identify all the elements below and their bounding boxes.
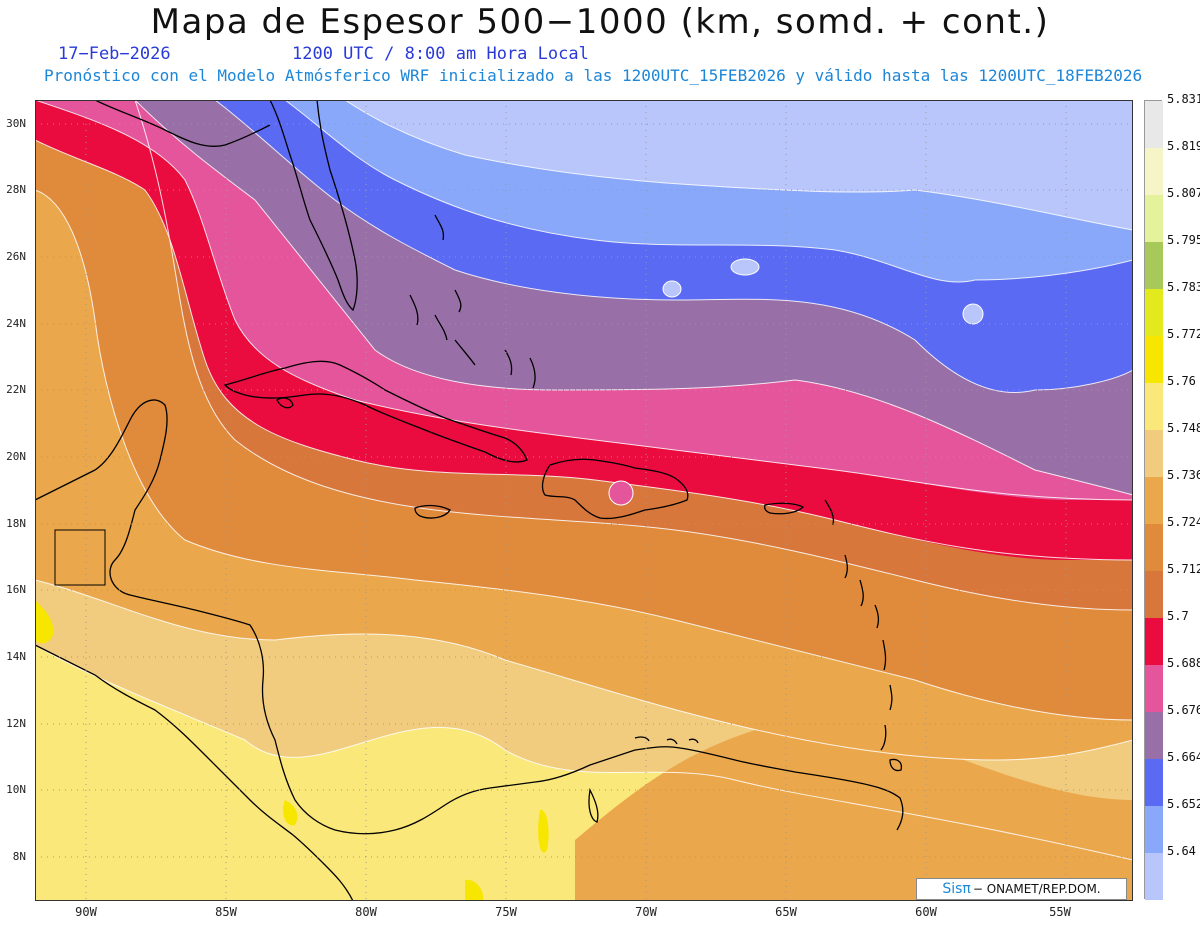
colorbar-label: 5.664 <box>1167 750 1200 764</box>
lat-label: 30N <box>6 117 26 130</box>
lat-label: 22N <box>6 383 26 396</box>
colorbar-segment <box>1145 759 1163 806</box>
band-5-772 <box>35 600 54 644</box>
valid-date: 17−Feb−2026 <box>58 44 171 64</box>
colorbar-segment <box>1145 665 1163 712</box>
lat-label: 18N <box>6 517 26 530</box>
band-5-640 <box>345 100 1133 230</box>
closed-cells <box>608 258 984 506</box>
valid-time: 1200 UTC / 8:00 am Hora Local <box>292 44 589 64</box>
colorbar-label: 5.783 <box>1167 280 1200 294</box>
band-5-736-south <box>575 719 1133 901</box>
lon-label: 55W <box>1049 905 1071 919</box>
colorbar-segment <box>1145 524 1163 571</box>
colorbar-label: 5.688 <box>1167 656 1200 670</box>
band-5-772-c <box>465 879 484 901</box>
colorbar-label: 5.748 <box>1167 421 1200 435</box>
colorbar-label: 5.7 <box>1167 609 1189 623</box>
colorbar-segment <box>1145 571 1163 618</box>
band-5-772-d <box>538 809 549 853</box>
coastlines <box>35 100 904 901</box>
colorbar-label: 5.76 <box>1167 374 1196 388</box>
lon-label: 65W <box>775 905 797 919</box>
colorbar-label: 5.652 <box>1167 797 1200 811</box>
colorbar-label: 5.736 <box>1167 468 1200 482</box>
colorbar-label: 5.724 <box>1167 515 1200 529</box>
credit-box: Sisπ − ONAMET/REP.DOM. <box>916 878 1127 900</box>
lat-label: 14N <box>6 650 26 663</box>
colorbar-label: 5.712 <box>1167 562 1200 576</box>
colorbar-label: 5.676 <box>1167 703 1200 717</box>
colorbar-label: 5.795 <box>1167 233 1200 247</box>
sispi-logo: Sisπ <box>942 881 971 897</box>
colorbar-label: 5.64 <box>1167 844 1196 858</box>
lon-label: 70W <box>635 905 657 919</box>
colorbar-segment <box>1145 477 1163 524</box>
lat-label: 28N <box>6 183 26 196</box>
lat-label: 20N <box>6 450 26 463</box>
colorbar-label: 5.819 <box>1167 139 1200 153</box>
band-5-772-b <box>283 800 298 826</box>
colorbar-segment <box>1145 618 1163 665</box>
colorbar-segment <box>1145 336 1163 383</box>
thickness-contours <box>35 100 1133 861</box>
colorbar-segment <box>1145 853 1163 900</box>
colorbar-segment <box>1145 383 1163 430</box>
lat-label: 10N <box>6 783 26 796</box>
colorbar-segment <box>1145 430 1163 477</box>
colorbar-label: 5.831 <box>1167 92 1200 106</box>
lon-label: 90W <box>75 905 97 919</box>
forecast-description: Pronóstico con el Modelo Atmósferico WRF… <box>44 66 1143 85</box>
colorbar-segment <box>1145 195 1163 242</box>
colorbar-segment <box>1145 101 1163 148</box>
lat-label: 16N <box>6 583 26 596</box>
colorbar-label: 5.807 <box>1167 186 1200 200</box>
colorbar-label: 5.772 <box>1167 327 1200 341</box>
colorbar <box>1144 100 1163 900</box>
lon-label: 75W <box>495 905 517 919</box>
lon-label: 80W <box>355 905 377 919</box>
credit-text: − ONAMET/REP.DOM. <box>972 882 1101 896</box>
lat-label: 24N <box>6 317 26 330</box>
lat-label: 12N <box>6 717 26 730</box>
map-title: Mapa de Espesor 500−1000 (km, somd. + co… <box>150 2 1050 42</box>
colorbar-segment <box>1145 242 1163 289</box>
colorbar-segment <box>1145 712 1163 759</box>
lon-label: 60W <box>915 905 937 919</box>
thickness-map <box>35 100 1133 901</box>
lat-label: 8N <box>12 850 26 863</box>
colorbar-segment <box>1145 806 1163 853</box>
lon-label: 85W <box>215 905 237 919</box>
lat-label: 26N <box>6 250 26 263</box>
colorbar-segment <box>1145 289 1163 336</box>
colorbar-segment <box>1145 148 1163 195</box>
